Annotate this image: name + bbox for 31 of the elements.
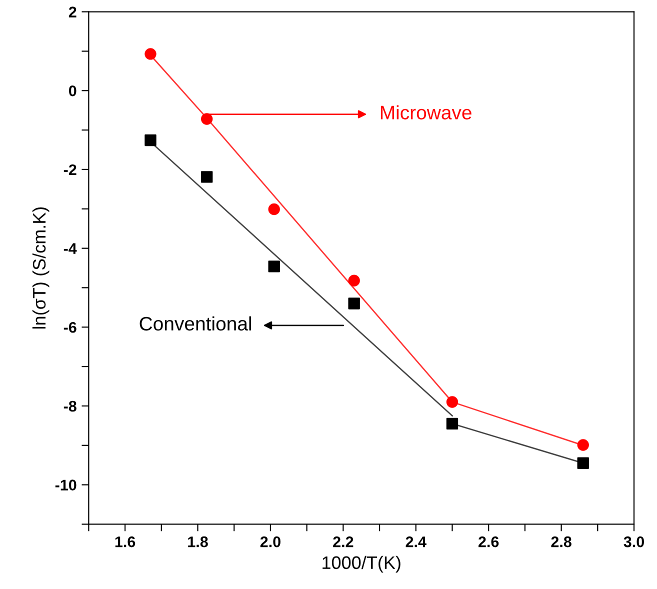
point — [446, 418, 458, 430]
x-tick-label: 2.2 — [333, 536, 354, 548]
y-axis-title: ln(σT) (S/cm.K) — [32, 207, 50, 329]
point — [348, 274, 360, 286]
point — [577, 457, 589, 469]
point — [144, 134, 156, 146]
point — [201, 113, 213, 125]
point — [577, 439, 589, 451]
y-tick-label: -4 — [64, 243, 77, 254]
y-tick-label: -10 — [55, 480, 76, 490]
y-tick-label: 2 — [68, 6, 76, 18]
point — [268, 260, 280, 272]
x-tick-label: 2.6 — [478, 536, 499, 548]
y-tick-label: 0 — [69, 85, 76, 96]
x-axis-title: 1000/T(K) — [322, 556, 400, 573]
point — [268, 203, 280, 216]
x-tick-label: 3.0 — [624, 536, 644, 548]
x-tick-label: 1.6 — [115, 536, 136, 548]
y-tick-label: -8 — [64, 400, 76, 412]
point — [144, 48, 156, 60]
x-tick-label: 1.8 — [188, 536, 208, 548]
point — [348, 298, 360, 310]
x-tick-label: 2.4 — [406, 536, 426, 548]
y-tick-label: -6 — [64, 322, 76, 333]
point — [201, 171, 213, 183]
point — [446, 396, 458, 408]
annotation: Microwave — [380, 105, 472, 120]
x-tick-label: 2.0 — [260, 536, 280, 548]
annotation: Conventional — [140, 316, 251, 331]
y-tick-label: -2 — [64, 164, 76, 175]
x-tick-label: 2.8 — [551, 536, 572, 548]
